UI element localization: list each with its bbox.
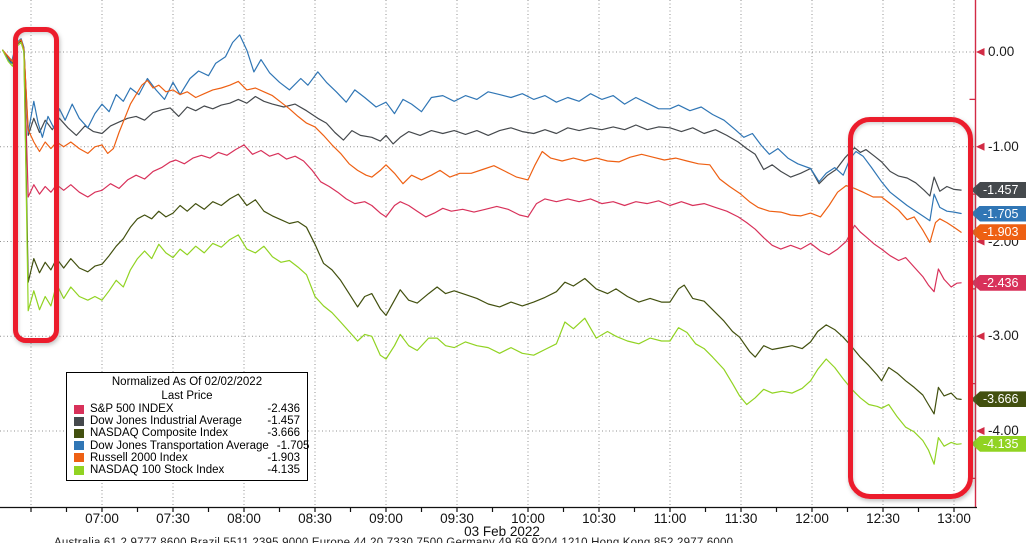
x-tick-label: 09:30 — [440, 511, 474, 526]
legend-title: Normalized As Of 02/02/2022 — [111, 376, 263, 388]
x-tick-label: 11:30 — [724, 511, 758, 526]
series-line — [1, 34, 962, 222]
series-line — [1, 39, 962, 293]
legend-subtitle: Last Price — [161, 389, 213, 402]
legend-series-name: NASDAQ Composite Index — [90, 427, 229, 440]
y-tick-label: -4.00 — [988, 423, 1019, 438]
legend-series-name: Russell 2000 Index — [90, 451, 188, 464]
x-axis-date-label: 03 Feb 2022 — [464, 524, 540, 539]
last-price-badge: -1.457 — [971, 182, 1026, 199]
series-line — [1, 39, 962, 243]
last-price-badge: -4.135 — [971, 435, 1026, 452]
x-tick-label: 10:30 — [582, 511, 616, 526]
last-price-badge: -1.705 — [971, 205, 1026, 222]
x-tick-label: 08:30 — [298, 511, 332, 526]
highlight-annotation-box — [847, 117, 973, 499]
highlight-annotation-box — [12, 27, 60, 344]
x-tick-label: 13:00 — [937, 511, 971, 526]
legend-series-name: Dow Jones Industrial Average — [90, 415, 242, 428]
legend-swatch-icon — [74, 441, 84, 451]
x-tick-label: 08:00 — [227, 511, 261, 526]
y-axis-tick-arrow-icon — [976, 48, 985, 56]
legend-row: Dow Jones Transportation Average -1.705 — [74, 439, 309, 452]
legend-series-name: S&P 500 INDEX — [90, 403, 174, 415]
last-price-badge: -2.436 — [971, 274, 1026, 291]
x-tick-label: 07:30 — [156, 511, 190, 526]
legend-rows: S&P 500 INDEX -2.436 Dow Jones Industrial … — [74, 403, 309, 476]
legend-series-value: -2.436 — [267, 403, 300, 415]
legend-swatch-icon — [74, 416, 84, 426]
legend-row: Russell 2000 Index -1.903 — [74, 452, 300, 464]
y-tick-label: -3.00 — [988, 328, 1019, 344]
legend-row: NASDAQ 100 Stock Index -4.135 — [74, 464, 300, 476]
x-tick-label: 11:00 — [653, 511, 687, 526]
y-tick-label: 0.00 — [988, 44, 1015, 59]
y-axis-tick-arrow-icon — [976, 142, 985, 151]
legend-series-value: -3.666 — [267, 427, 300, 440]
legend-row: NASDAQ Composite Index -3.666 — [74, 427, 300, 439]
footer-contact-text: Australia 61 2 9777 8600 Brazil 5511 239… — [54, 537, 734, 543]
x-tick-label: 07:00 — [85, 511, 119, 526]
y-axis-tick-arrow-icon — [976, 332, 985, 341]
legend-series-value: -4.135 — [267, 464, 300, 477]
last-price-badge: -1.903 — [971, 224, 1026, 241]
series-line — [1, 41, 962, 465]
legend-swatch-icon — [74, 429, 84, 438]
legend-series-name: Dow Jones Transportation Average — [90, 439, 269, 452]
y-tick-label: -1.00 — [988, 138, 1019, 154]
x-tick-label: 12:00 — [795, 511, 829, 526]
legend-row: Dow Jones Industrial Average -1.457 — [74, 415, 300, 427]
x-tick-label: 10:00 — [511, 511, 545, 526]
legend-swatch-icon — [74, 453, 84, 463]
x-tick-label: 12:30 — [866, 511, 900, 526]
legend-series-value: -1.457 — [267, 415, 300, 428]
x-tick-label: 09:00 — [369, 511, 403, 526]
legend-row: S&P 500 INDEX -2.436 — [74, 403, 300, 415]
legend-series-name: NASDAQ 100 Stock Index — [90, 464, 225, 477]
legend-swatch-icon — [74, 465, 84, 475]
last-price-badge: -3.666 — [971, 391, 1026, 408]
legend-box: Normalized As Of 02/02/2022 Last Price S… — [66, 372, 309, 482]
legend-series-value: -1.705 — [276, 439, 310, 452]
series-line — [1, 39, 962, 197]
legend-swatch-icon — [74, 404, 84, 414]
y-axis-tick-arrow-icon — [976, 427, 985, 435]
legend-series-value: -1.903 — [267, 451, 300, 464]
series-line — [1, 39, 962, 415]
